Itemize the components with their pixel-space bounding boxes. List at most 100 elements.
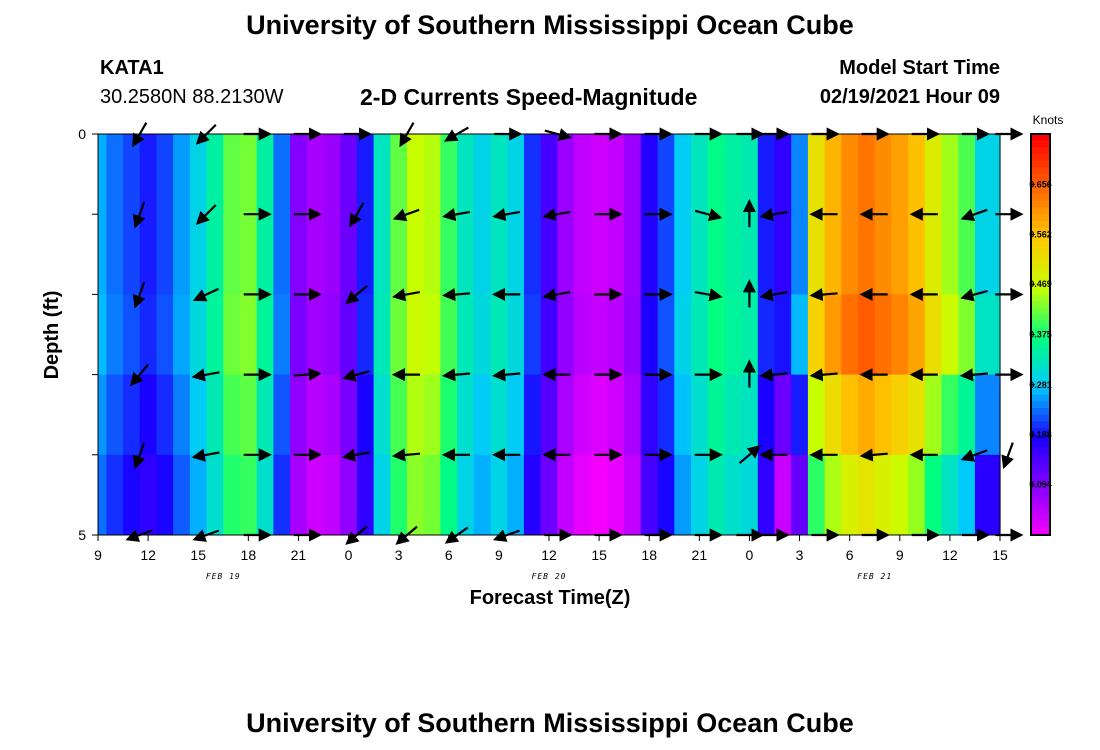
heatmap-cell xyxy=(507,374,525,456)
colorbar-swatch xyxy=(1031,494,1050,503)
heatmap-cell xyxy=(356,374,375,456)
heatmap-cell xyxy=(156,134,174,215)
current-vector-arrow xyxy=(959,368,988,382)
heatmap-cell xyxy=(791,374,809,456)
heatmap-cell xyxy=(690,454,709,536)
heatmap-cell xyxy=(290,454,308,536)
heatmap-cell xyxy=(674,214,692,295)
heatmap-cell xyxy=(98,134,107,215)
current-vector-arrow xyxy=(542,208,571,222)
colorbar-swatch xyxy=(1031,421,1050,429)
heatmap-cell xyxy=(974,374,993,456)
current-vector-arrow xyxy=(694,208,723,222)
heatmap-cell xyxy=(841,454,859,536)
colorbar-swatch xyxy=(1031,321,1050,329)
x-tick-label: 0 xyxy=(345,547,353,563)
heatmap-cell xyxy=(340,214,358,295)
current-vector-arrow xyxy=(960,449,988,462)
colorbar-swatch xyxy=(1031,387,1050,396)
colorbar-swatch xyxy=(1031,514,1050,523)
colorbar-swatch xyxy=(1031,187,1050,195)
heatmap-cell xyxy=(774,294,792,376)
x-tick-label: 15 xyxy=(190,547,206,563)
current-vector-arrow xyxy=(132,442,146,470)
heatmap-cell xyxy=(323,294,341,376)
colorbar-swatch xyxy=(1031,441,1050,449)
heatmap-cell xyxy=(858,454,876,536)
heatmap-cell xyxy=(356,214,375,295)
heatmap-cell xyxy=(974,294,993,376)
heatmap-cell xyxy=(423,134,442,215)
heatmap-cell xyxy=(273,454,291,536)
colorbar-swatch xyxy=(1031,354,1050,362)
colorbar-swatch xyxy=(1031,361,1050,369)
heatmap-cell xyxy=(457,374,475,456)
heatmap-cell xyxy=(390,454,408,536)
colorbar-swatch xyxy=(1031,287,1050,295)
heatmap-cell xyxy=(557,294,575,376)
heatmap-cell xyxy=(256,294,274,376)
heatmap-cell xyxy=(523,374,542,456)
heatmap-cell xyxy=(607,374,625,456)
heatmap-cell xyxy=(323,374,341,456)
heatmap-cell xyxy=(407,214,425,295)
heatmap-cell xyxy=(640,134,659,215)
heatmap-cell xyxy=(457,134,475,215)
heatmap-cell xyxy=(239,294,258,376)
heatmap-cell xyxy=(123,214,141,295)
heatmap-cell xyxy=(156,294,174,376)
heatmap-cell xyxy=(657,294,675,376)
heatmap-cell xyxy=(908,294,926,376)
heatmap-cell xyxy=(674,134,692,215)
colorbar-swatch xyxy=(1031,408,1050,416)
colorbar-swatch xyxy=(1031,508,1050,516)
heatmap-cell xyxy=(557,374,575,456)
colorbar-swatch xyxy=(1031,160,1050,169)
current-vector-arrow xyxy=(392,208,420,222)
heatmap-cell xyxy=(908,454,926,536)
heatmap-cell xyxy=(657,214,675,295)
heatmap-cell xyxy=(858,374,876,456)
heatmap-cell xyxy=(340,294,358,376)
heatmap-cell xyxy=(958,374,976,456)
heatmap-cell xyxy=(273,134,291,215)
heatmap-cell xyxy=(991,214,1001,295)
heatmap-cell xyxy=(457,454,475,536)
heatmap-cell xyxy=(908,374,926,456)
heatmap-cell xyxy=(858,134,876,215)
colorbar-swatch xyxy=(1031,434,1050,443)
heatmap-cell xyxy=(574,454,592,536)
heatmap-cell xyxy=(707,374,725,456)
current-vector-arrow xyxy=(391,448,421,462)
station-coordinates: 30.2580N 88.2130W xyxy=(100,86,284,108)
heatmap-cell xyxy=(473,134,492,215)
heatmap-cell xyxy=(824,374,842,456)
current-vector-arrow xyxy=(1001,442,1014,470)
current-vector-arrow xyxy=(293,367,322,382)
heatmap-cell xyxy=(674,294,692,376)
x-tick-label: 15 xyxy=(992,547,1008,563)
heatmap-cell xyxy=(824,294,842,376)
heatmap-cell xyxy=(741,374,759,456)
heatmap-cell xyxy=(407,454,425,536)
heatmap-cell xyxy=(574,294,592,376)
heatmap-cell xyxy=(557,454,575,536)
current-vector-arrow xyxy=(195,204,217,225)
heatmap-cell xyxy=(223,214,241,295)
colorbar-swatch xyxy=(1031,394,1050,402)
heatmap-cell xyxy=(924,134,943,215)
heatmap-cell xyxy=(473,294,492,376)
heatmap-cell xyxy=(173,374,191,456)
heatmap-cell xyxy=(590,374,609,456)
current-vector-arrow xyxy=(960,208,988,222)
heatmap-cell xyxy=(891,294,909,376)
current-vector-arrow xyxy=(759,208,788,222)
heatmap-cell xyxy=(958,294,976,376)
colorbar-swatch xyxy=(1031,274,1050,282)
current-vector-arrow xyxy=(341,448,370,462)
heatmap-cell xyxy=(674,454,692,536)
colorbar-swatch xyxy=(1031,428,1050,436)
heatmap-cell xyxy=(323,454,341,536)
heatmap-cell xyxy=(824,214,842,295)
colorbar-swatch xyxy=(1031,521,1050,529)
